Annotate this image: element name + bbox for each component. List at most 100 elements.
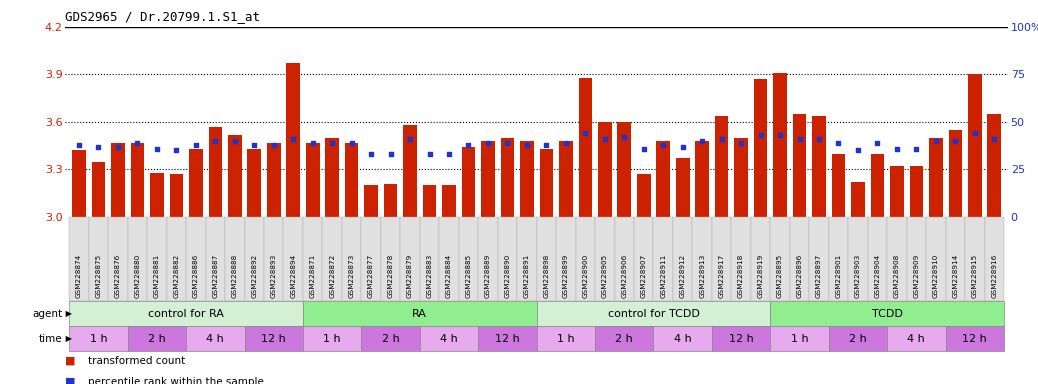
Text: percentile rank within the sample: percentile rank within the sample	[88, 377, 264, 384]
Bar	[286, 63, 300, 217]
Text: 1 h: 1 h	[89, 334, 107, 344]
Point	[928, 138, 945, 144]
Text: 2 h: 2 h	[616, 334, 633, 344]
Text: GSM228916: GSM228916	[991, 253, 998, 298]
Text: GSM228897: GSM228897	[816, 253, 822, 298]
Point	[986, 136, 1003, 142]
Text: RA: RA	[412, 309, 428, 319]
Bar	[325, 138, 339, 217]
Text: GSM228908: GSM228908	[894, 253, 900, 298]
Text: 1 h: 1 h	[791, 334, 809, 344]
Point	[889, 146, 905, 152]
Point	[363, 151, 380, 157]
Point	[90, 144, 107, 150]
Bar	[267, 142, 280, 217]
Point	[519, 142, 536, 148]
Bar	[929, 138, 943, 217]
Point	[402, 136, 418, 142]
Bar	[169, 174, 183, 217]
Point	[226, 138, 243, 144]
Text: 4 h: 4 h	[440, 334, 458, 344]
Text: GSM228881: GSM228881	[154, 253, 160, 298]
Text: 2 h: 2 h	[148, 334, 166, 344]
Point	[597, 136, 613, 142]
Bar	[968, 74, 982, 217]
Text: TCDD: TCDD	[872, 309, 903, 319]
Bar	[656, 141, 671, 217]
Bar	[540, 149, 553, 217]
Point	[830, 140, 847, 146]
Point	[421, 151, 438, 157]
Text: GSM228875: GSM228875	[95, 253, 102, 298]
Text: 4 h: 4 h	[674, 334, 691, 344]
Text: 12 h: 12 h	[495, 334, 520, 344]
Text: GSM228873: GSM228873	[349, 253, 355, 298]
Point	[693, 138, 710, 144]
Text: 1 h: 1 h	[557, 334, 575, 344]
Text: GSM228906: GSM228906	[622, 253, 627, 298]
Bar	[812, 116, 826, 217]
Text: control for RA: control for RA	[148, 309, 224, 319]
Point	[441, 151, 458, 157]
Point	[733, 140, 749, 146]
Bar	[364, 185, 378, 217]
Text: GSM228889: GSM228889	[485, 253, 491, 298]
Text: GSM228871: GSM228871	[309, 253, 316, 298]
Point	[207, 138, 223, 144]
Text: agent: agent	[32, 309, 62, 319]
Text: GSM228878: GSM228878	[387, 253, 393, 298]
Point	[811, 136, 827, 142]
Text: GSM228887: GSM228887	[213, 253, 218, 298]
Bar	[949, 130, 962, 217]
Bar	[403, 125, 417, 217]
Bar	[637, 174, 651, 217]
Bar	[442, 185, 456, 217]
Text: GSM228872: GSM228872	[329, 253, 335, 298]
Point	[966, 130, 983, 136]
Point	[675, 144, 691, 150]
Bar	[384, 184, 398, 217]
Point	[616, 134, 632, 140]
Text: GSM228914: GSM228914	[952, 253, 958, 298]
Text: transformed count: transformed count	[88, 356, 186, 366]
Point	[110, 144, 127, 150]
Bar	[189, 149, 202, 217]
Text: GSM228907: GSM228907	[640, 253, 647, 298]
Point	[382, 151, 399, 157]
Text: GSM228888: GSM228888	[231, 253, 238, 298]
Bar	[871, 154, 884, 217]
Bar	[987, 114, 1001, 217]
Text: ■: ■	[65, 356, 76, 366]
Text: GSM228876: GSM228876	[115, 253, 121, 298]
Point	[557, 140, 574, 146]
Text: ▶: ▶	[63, 334, 73, 343]
Text: GSM228884: GSM228884	[446, 253, 452, 298]
Bar	[793, 114, 807, 217]
Point	[655, 142, 672, 148]
Text: GSM228903: GSM228903	[855, 253, 861, 298]
Text: GSM228894: GSM228894	[291, 253, 296, 298]
Text: GSM228890: GSM228890	[504, 253, 511, 298]
Text: GSM228917: GSM228917	[718, 253, 725, 298]
Point	[129, 140, 145, 146]
Bar	[598, 122, 611, 217]
Text: GSM228886: GSM228886	[193, 253, 199, 298]
Text: 2 h: 2 h	[382, 334, 400, 344]
Text: GSM228909: GSM228909	[913, 253, 920, 298]
Text: GSM228893: GSM228893	[271, 253, 277, 298]
Text: GSM228911: GSM228911	[660, 253, 666, 298]
Bar	[695, 141, 709, 217]
Point	[71, 142, 87, 148]
Text: GSM228877: GSM228877	[368, 253, 374, 298]
Text: 2 h: 2 h	[849, 334, 867, 344]
Bar	[306, 142, 320, 217]
Text: GSM228880: GSM228880	[135, 253, 140, 298]
Bar	[618, 122, 631, 217]
Point	[635, 146, 652, 152]
Bar	[247, 149, 262, 217]
Text: GSM228883: GSM228883	[427, 253, 433, 298]
Bar	[520, 141, 534, 217]
Text: GSM228899: GSM228899	[563, 253, 569, 298]
Point	[538, 142, 554, 148]
Point	[188, 142, 204, 148]
